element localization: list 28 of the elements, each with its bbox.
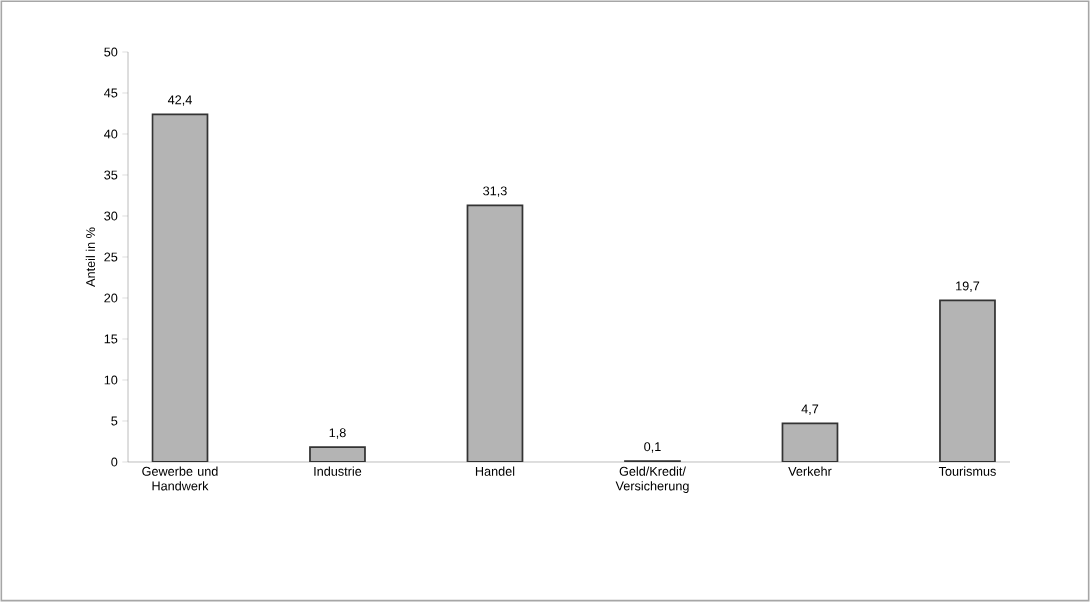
bar — [781, 422, 839, 462]
y-tick-label: 30 — [104, 211, 118, 221]
data-label: 0,1 — [644, 442, 661, 453]
data-label: 42,4 — [167, 95, 192, 106]
data-label: 19,7 — [956, 281, 980, 292]
x-tick-label: Industrie — [314, 466, 362, 476]
data-label: 31,3 — [483, 186, 507, 197]
y-tick-label: 35 — [104, 170, 118, 180]
x-tick-label: Handel — [475, 466, 515, 476]
y-tick-label: 50 — [104, 47, 118, 57]
data-label: 1,8 — [329, 428, 346, 439]
y-tick-label: 25 — [104, 252, 118, 262]
x-tick-label: Gewerbe und Handwerk — [142, 466, 218, 491]
bar — [151, 113, 209, 462]
y-tick-label: 45 — [104, 88, 118, 98]
y-tick-label: 20 — [104, 293, 118, 303]
y-tick-label: 40 — [104, 129, 118, 139]
bar — [466, 204, 524, 462]
y-tick-label: 15 — [104, 334, 118, 344]
y-tick-label: 10 — [104, 375, 118, 385]
y-axis-title: Anteil in % — [85, 227, 96, 287]
x-tick-label: Verkehr — [788, 466, 832, 476]
data-label: 4,7 — [801, 404, 819, 415]
x-tick-label: Tourismus — [938, 466, 996, 476]
x-tick-label: Geld/Kredit/ Versicherung — [615, 466, 689, 493]
bar — [939, 299, 996, 462]
y-tick-label: 5 — [111, 416, 118, 426]
y-tick-label: 0 — [111, 457, 118, 467]
